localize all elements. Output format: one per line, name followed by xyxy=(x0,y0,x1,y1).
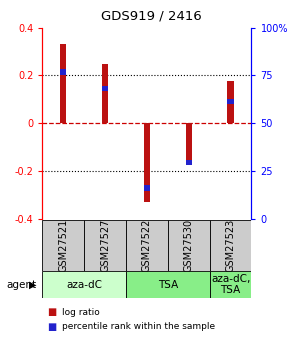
Bar xyxy=(186,123,192,165)
Text: GDS919 / 2416: GDS919 / 2416 xyxy=(101,10,202,23)
Bar xyxy=(186,160,192,166)
Text: ■: ■ xyxy=(47,322,56,332)
FancyBboxPatch shape xyxy=(210,271,251,298)
Text: GSM27527: GSM27527 xyxy=(100,219,110,272)
Text: GSM27530: GSM27530 xyxy=(184,219,194,272)
Bar xyxy=(60,69,66,75)
Text: percentile rank within the sample: percentile rank within the sample xyxy=(62,322,215,331)
Text: TSA: TSA xyxy=(158,280,178,289)
Bar xyxy=(228,81,234,123)
FancyBboxPatch shape xyxy=(126,220,168,271)
Bar xyxy=(60,45,66,123)
FancyBboxPatch shape xyxy=(42,220,84,271)
Text: GSM27523: GSM27523 xyxy=(225,219,236,272)
FancyBboxPatch shape xyxy=(126,271,210,298)
Bar xyxy=(102,86,108,91)
Text: aza-dC,
TSA: aza-dC, TSA xyxy=(211,274,250,295)
Text: log ratio: log ratio xyxy=(62,308,100,317)
Text: agent: agent xyxy=(6,280,36,289)
Bar xyxy=(228,99,234,105)
Text: ■: ■ xyxy=(47,307,56,317)
Text: GSM27522: GSM27522 xyxy=(142,219,152,272)
FancyBboxPatch shape xyxy=(168,220,210,271)
FancyBboxPatch shape xyxy=(210,220,251,271)
Bar xyxy=(144,185,150,190)
FancyBboxPatch shape xyxy=(42,271,126,298)
Text: aza-dC: aza-dC xyxy=(66,280,102,289)
Text: ▶: ▶ xyxy=(29,280,36,289)
Bar xyxy=(144,123,150,202)
Bar xyxy=(102,63,108,123)
Text: GSM27521: GSM27521 xyxy=(58,219,68,272)
FancyBboxPatch shape xyxy=(84,220,126,271)
